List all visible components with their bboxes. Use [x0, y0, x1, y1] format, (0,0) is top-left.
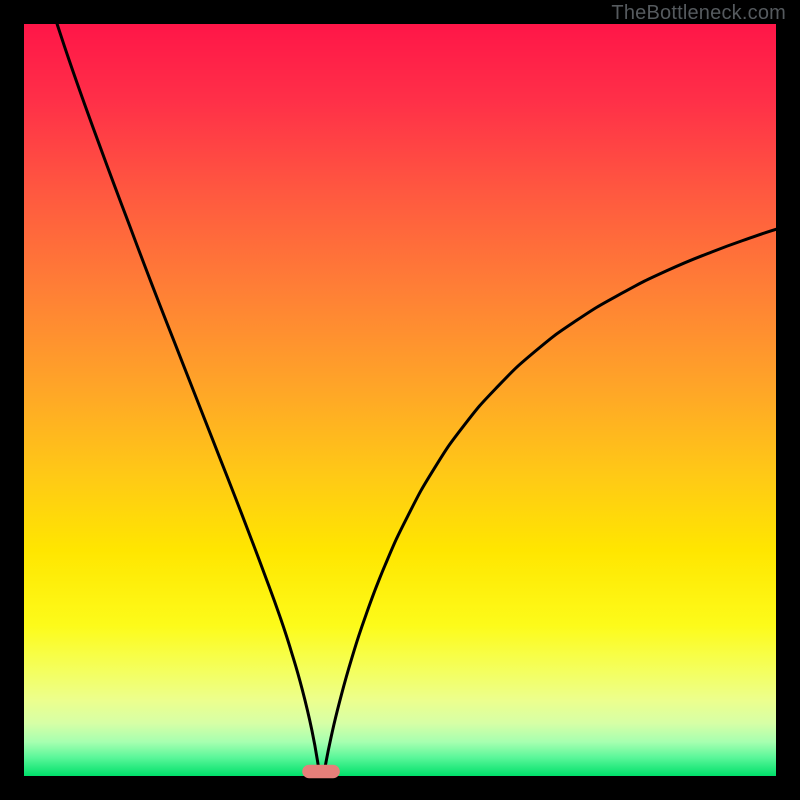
bottleneck-chart: [0, 0, 800, 800]
chart-root: TheBottleneck.com: [0, 0, 800, 800]
watermark-text: TheBottleneck.com: [611, 2, 786, 25]
plot-background: [24, 24, 776, 776]
vertex-marker: [302, 765, 340, 779]
